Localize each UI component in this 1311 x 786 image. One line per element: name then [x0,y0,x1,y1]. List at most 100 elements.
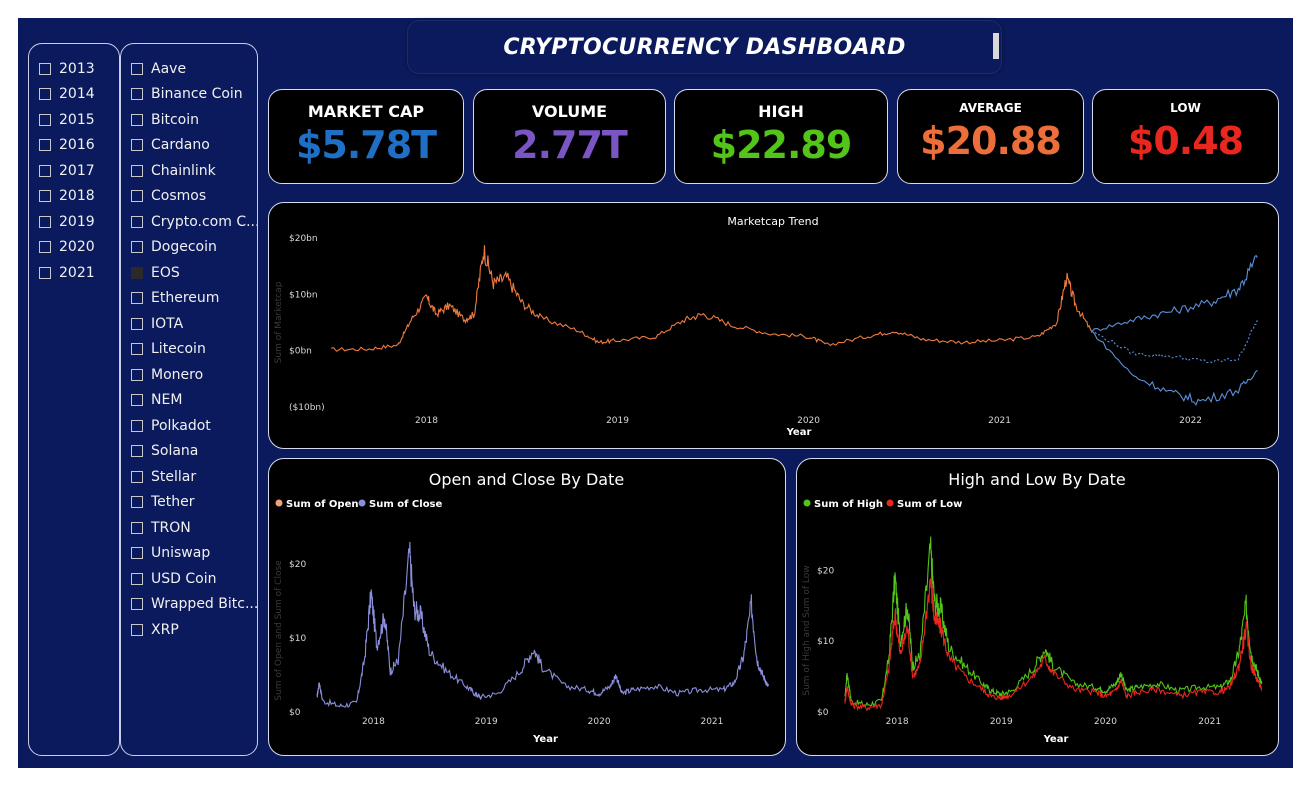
year-slicer-item[interactable]: 2018 [39,184,119,210]
year-slicer-item[interactable]: 2019 [39,209,119,235]
checkbox-icon[interactable] [39,241,51,254]
checkbox-icon[interactable] [39,164,51,177]
checkbox-icon[interactable] [131,368,143,381]
checkbox-icon[interactable] [131,547,143,560]
coin-slicer-item[interactable]: Uniswap [131,541,257,567]
coin-slicer-item[interactable]: Cardano [131,133,257,159]
coin-slicer-item[interactable]: Cosmos [131,184,257,210]
x-tick-label: 2021 [1198,717,1221,727]
coin-slicer-item[interactable]: USD Coin [131,566,257,592]
checkbox-icon[interactable] [39,266,51,279]
checkbox-icon[interactable] [131,164,143,177]
coin-slicer-item[interactable]: Monero [131,362,257,388]
checkbox-icon[interactable] [131,623,143,636]
checkbox-icon[interactable] [131,241,143,254]
checkbox-icon[interactable] [131,190,143,203]
checkbox-icon[interactable] [131,62,143,75]
y-tick-label: $0 [817,708,829,718]
coin-slicer-item[interactable]: Binance Coin [131,82,257,108]
coin-slicer-item[interactable]: EOS [131,260,257,286]
checkbox-icon[interactable] [131,317,143,330]
x-tick-label: 2021 [988,416,1011,426]
legend-label: Sum of High [814,499,883,510]
coin-slicer-item[interactable]: NEM [131,388,257,414]
year-slicer-item[interactable]: 2013 [39,56,119,82]
coin-slicer-item-label: Polkadot [151,417,211,434]
checkbox-icon[interactable] [131,215,143,228]
checkbox-icon[interactable] [131,419,143,432]
coin-slicer-item-label: USD Coin [151,570,217,587]
x-tick-label: 2018 [362,717,385,727]
y-tick-label: $20 [289,560,306,570]
checkbox-icon[interactable] [131,394,143,407]
checkbox-icon[interactable] [131,88,143,101]
year-slicer-item[interactable]: 2016 [39,133,119,159]
coin-slicer-item[interactable]: Aave [131,56,257,82]
year-slicer-item-label: 2019 [59,213,95,230]
coin-slicer-item[interactable]: Chainlink [131,158,257,184]
y-tick-label: $0 [289,708,301,718]
coin-slicer-item[interactable]: Polkadot [131,413,257,439]
checkbox-icon[interactable] [131,343,143,356]
checkbox-icon[interactable] [131,521,143,534]
kpi-average-value: $20.88 [920,119,1062,163]
coin-slicer-item[interactable]: XRP [131,617,257,643]
year-slicer-item-label: 2013 [59,60,95,77]
title-scrollbar[interactable] [993,33,999,59]
coin-slicer-item-label: Aave [151,60,187,77]
coin-slicer-item[interactable]: Crypto.com C... [131,209,257,235]
coin-slicer-item[interactable]: TRON [131,515,257,541]
checkbox-icon[interactable] [131,598,143,611]
coin-slicer-item[interactable]: Stellar [131,464,257,490]
series-line [330,245,1092,352]
coin-slicer-item-label: Binance Coin [151,86,243,103]
y-tick-label: $10 [817,637,834,647]
checkbox-icon[interactable] [39,88,51,101]
checkbox-icon[interactable] [131,572,143,585]
dashboard-title: CRYPTOCURRENCY DASHBOARD [503,34,906,60]
x-tick-label: 2022 [1179,416,1202,426]
year-slicer-item[interactable]: 2021 [39,260,119,286]
series-line [316,541,769,708]
coin-slicer-item[interactable]: Wrapped Bitc... [131,592,257,618]
coin-slicer-item[interactable]: Tether [131,490,257,516]
checkbox-icon[interactable] [39,113,51,126]
year-slicer-item[interactable]: 2014 [39,82,119,108]
checkbox-icon[interactable] [131,292,143,305]
coin-slicer-item[interactable]: Bitcoin [131,107,257,133]
coin-slicer-item[interactable]: Solana [131,439,257,465]
coin-slicer-item[interactable]: Litecoin [131,337,257,363]
year-slicer-item-label: 2021 [59,264,95,281]
year-slicer-item[interactable]: 2015 [39,107,119,133]
checkbox-icon[interactable] [39,215,51,228]
coin-slicer-item[interactable]: Ethereum [131,286,257,312]
checkbox-icon[interactable] [39,62,51,75]
coin-slicer: Aave Binance Coin Bitcoin Cardano Chainlink C… [120,43,258,756]
kpi-low: LOW $0.48 [1092,89,1279,184]
checkbox-icon[interactable] [131,445,143,458]
y-axis-label: Sum of Open and Sum of Close [274,560,284,701]
checkbox-icon[interactable] [131,113,143,126]
y-tick-label: $0bn [289,347,312,357]
dashboard-title-box: CRYPTOCURRENCY DASHBOARD [407,20,1002,74]
marketcap-trend-chart[interactable]: Marketcap Trend $20bn $10bn $0bn ($10bn) 2018… [268,202,1279,449]
marketcap-trend-svg: Marketcap Trend $20bn $10bn $0bn ($10bn) 2018… [274,215,1258,438]
year-slicer-item[interactable]: 2017 [39,158,119,184]
coin-slicer-item-label: Uniswap [151,545,211,562]
checkbox-icon[interactable] [131,496,143,509]
high-low-chart[interactable]: High and Low By Date Sum of High Sum of Lo… [796,458,1279,756]
kpi-market-cap: MARKET CAP $5.78T [268,89,464,184]
coin-slicer-item[interactable]: Dogecoin [131,235,257,261]
legend-marker-icon [803,499,811,507]
y-axis-label: Sum of Marketcap [274,281,284,363]
checkbox-icon[interactable] [131,470,143,483]
legend-marker-icon [886,499,894,507]
checkbox-icon[interactable] [131,266,143,279]
checkbox-icon[interactable] [131,139,143,152]
year-slicer-item[interactable]: 2020 [39,235,119,261]
checkbox-icon[interactable] [39,139,51,152]
checkbox-icon[interactable] [39,190,51,203]
open-close-chart[interactable]: Open and Close By Date Sum of Open Sum of … [268,458,786,756]
coin-slicer-item[interactable]: IOTA [131,311,257,337]
x-axis-label: Year [786,427,812,438]
